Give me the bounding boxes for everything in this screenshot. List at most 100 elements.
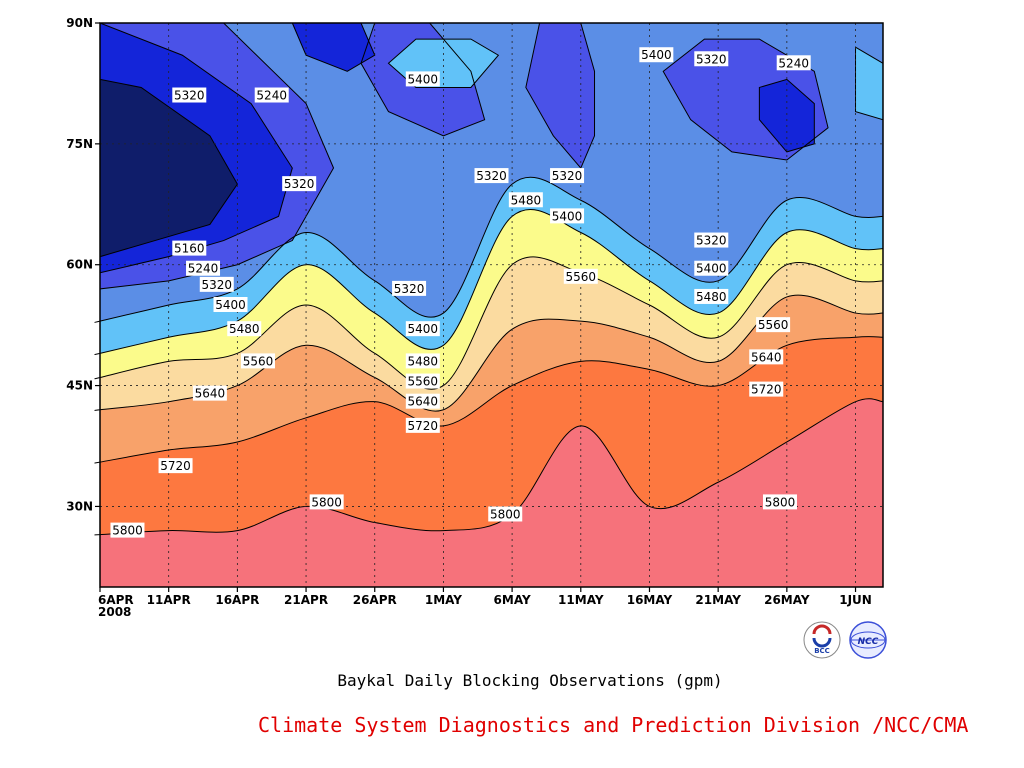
contour-pocket-7 <box>525 22 596 169</box>
contour-label-bg <box>694 260 729 276</box>
contour-label-bg <box>550 168 585 184</box>
y-tick-label: 60N <box>66 258 93 272</box>
contour-label-bg <box>405 393 440 409</box>
x-tick-label: 26APR <box>353 593 397 607</box>
contour-pocket-3 <box>360 22 486 137</box>
contour-label-text: 5240 <box>778 56 809 70</box>
fill-band-5800 <box>94 398 883 587</box>
contour-label-text: 5640 <box>408 395 439 409</box>
contour-label: 5800 <box>488 506 523 522</box>
contour-line-5400 <box>94 176 884 323</box>
contour-label-bg <box>110 522 145 538</box>
contour-label-bg <box>213 297 248 312</box>
chart-title: Baykal Daily Blocking Observations (gpm) <box>337 671 723 690</box>
contour-label-bg <box>762 494 797 510</box>
contour-label-text: 5240 <box>188 262 219 276</box>
contour-label-text: 5560 <box>566 270 597 284</box>
contour-fills <box>94 23 883 588</box>
x-axis-year-label: 2008 <box>98 605 132 619</box>
contour-label-bg <box>749 381 784 397</box>
contour-label-text: 5320 <box>696 234 727 248</box>
x-tick-label: 11MAY <box>558 593 604 607</box>
contour-label-text: 5720 <box>751 383 782 397</box>
contour-label-bg <box>172 87 207 103</box>
contour-label: 5400 <box>694 260 729 276</box>
contour-label-bg <box>776 55 811 71</box>
contour-label-text: 5400 <box>408 322 439 336</box>
contour-label-bg <box>282 176 317 192</box>
contour-label-text: 5320 <box>394 282 425 296</box>
contour-label: 5400 <box>639 47 674 63</box>
contour-label: 5400 <box>213 297 248 312</box>
contour-label-bg <box>405 353 440 369</box>
contour-label-text: 5560 <box>243 354 274 368</box>
contour-label: 5480 <box>694 288 729 304</box>
contour-label: 5560 <box>563 268 598 284</box>
contour-label-bg <box>694 232 729 248</box>
contour-label-text: 5400 <box>696 262 727 276</box>
contour-label: 5560 <box>240 353 275 369</box>
contour-label-text: 5320 <box>696 52 727 66</box>
contour-label-bg <box>309 494 344 510</box>
contour-label: 5320 <box>172 87 207 103</box>
x-tick-label: 21MAY <box>695 593 741 607</box>
contour-label: 5400 <box>405 71 440 87</box>
contour-label-bg <box>405 417 440 433</box>
ncc-logo: NCC <box>849 621 887 659</box>
contour-label: 5720 <box>158 458 193 474</box>
contour-label-text: 5800 <box>311 495 342 509</box>
contour-label: 5640 <box>192 385 227 401</box>
contour-label-bg <box>186 260 221 276</box>
contour-label: 5320 <box>282 176 317 192</box>
x-axis: 6APR 11APR 16APR 21APR 26APR 1MAY 6MAY 11MAY 16M… <box>98 587 872 607</box>
contour-label: 5240 <box>186 260 221 276</box>
contour-label-text: 5400 <box>641 48 672 62</box>
contour-label: 5720 <box>749 381 784 397</box>
contour-label-bg <box>749 349 784 365</box>
fill-pocket-6 <box>759 79 815 152</box>
fill-pocket-4 <box>292 23 375 72</box>
contour-pocket-8 <box>387 38 500 88</box>
contour-label: 5720 <box>405 417 440 433</box>
contour-label-bg <box>694 288 729 304</box>
contour-label-text: 5800 <box>765 495 796 509</box>
contour-label-text: 5320 <box>552 169 583 183</box>
contour-label-text: 5480 <box>229 322 260 336</box>
contour-pocket-1 <box>99 22 293 274</box>
contour-label-bg <box>488 506 523 522</box>
contour-label-text: 5400 <box>215 298 246 312</box>
contour-pocket-5 <box>662 38 829 161</box>
x-tick-label: 6APR <box>98 593 134 607</box>
contour-label-text: 5480 <box>696 290 727 304</box>
contour-label: 5320 <box>694 232 729 248</box>
contour-label: 5320 <box>694 51 729 67</box>
contour-label-bg <box>563 268 598 284</box>
contour-label: 5640 <box>749 349 784 365</box>
contour-lines <box>94 22 884 536</box>
contour-label: 5560 <box>756 317 791 333</box>
contour-label-text: 5560 <box>408 375 439 389</box>
contour-line-5480 <box>94 209 884 356</box>
contour-label-bg <box>639 47 674 63</box>
y-axis: 30N 45N 60N 75N 90N <box>66 16 100 513</box>
contour-label: 5800 <box>762 494 797 510</box>
contour-label: 5160 <box>172 240 207 256</box>
x-tick-label: 21APR <box>284 593 328 607</box>
contour-label-text: 5800 <box>112 524 143 538</box>
bcc-logo: BCC <box>803 621 841 659</box>
contour-label-text: 5320 <box>476 169 507 183</box>
x-tick-label: 1JUN <box>839 593 872 607</box>
contour-label-text: 5480 <box>511 193 542 207</box>
contour-label-text: 5320 <box>284 177 315 191</box>
fill-pocket-7 <box>525 23 595 169</box>
contour-label-text: 5720 <box>160 459 191 473</box>
contour-label-bg <box>192 385 227 401</box>
contour-pocket-0 <box>99 22 335 290</box>
contour-label-bg <box>199 276 234 292</box>
plot-frame <box>99 22 884 588</box>
contour-label-text: 5320 <box>174 89 205 103</box>
contour-label: 5640 <box>405 393 440 409</box>
chart-credit: Climate System Diagnostics and Predictio… <box>258 713 969 737</box>
contour-label-bg <box>172 240 207 256</box>
